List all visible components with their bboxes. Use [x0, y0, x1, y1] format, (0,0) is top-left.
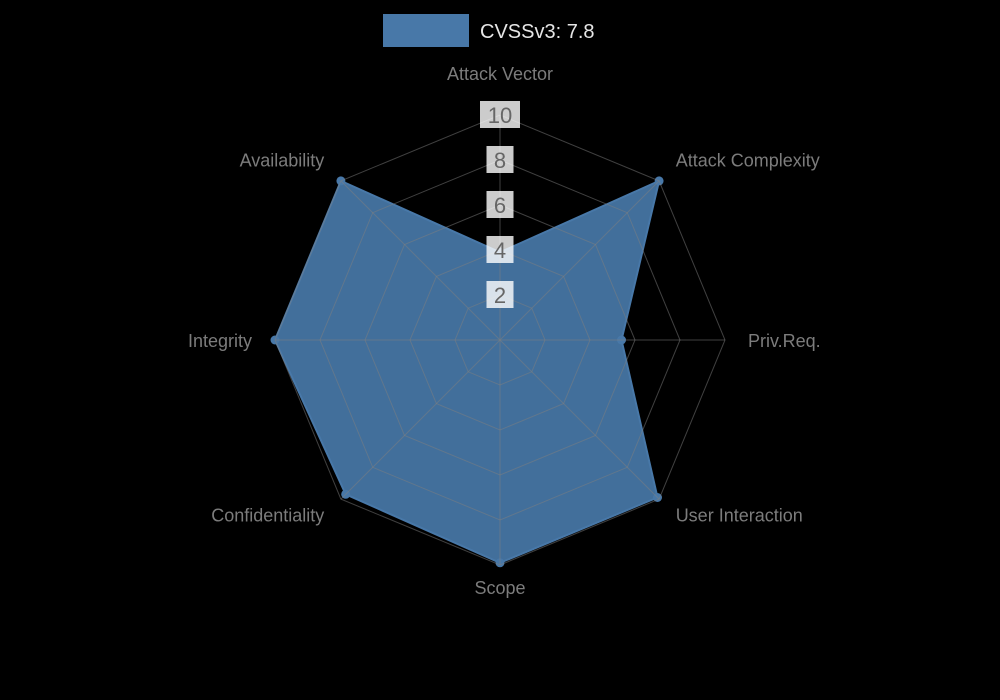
- grid-spoke: [499, 339, 660, 500]
- axis-label-availability: Availability: [240, 150, 325, 170]
- tick-label-box: [486, 191, 514, 218]
- radar-ticks: 10 8 6 4 2: [480, 101, 520, 308]
- chart-legend: CVSSv3: 7.8: [383, 14, 595, 47]
- grid-spoke: [340, 180, 501, 341]
- axis-label-priv-req: Priv.Req.: [748, 331, 821, 351]
- axis-label-attack-vector: Attack Vector: [447, 64, 553, 84]
- grid-spoke: [340, 339, 501, 500]
- tick-label: 10: [488, 103, 512, 128]
- tick-label-box: [486, 236, 514, 263]
- tick-label: 2: [494, 283, 506, 308]
- radar-axis-labels: Attack Vector Attack Complexity Priv.Req. U…: [188, 64, 821, 598]
- tick-label: 4: [494, 238, 506, 263]
- axis-label-integrity: Integrity: [188, 331, 252, 351]
- tick-label: 6: [494, 193, 506, 218]
- tick-label-box: [486, 146, 514, 173]
- axis-label-scope: Scope: [474, 578, 525, 598]
- tick-label: 8: [494, 148, 506, 173]
- axis-label-user-interaction: User Interaction: [676, 506, 803, 526]
- legend-swatch: [383, 14, 469, 47]
- tick-label-box: [480, 101, 520, 128]
- axis-label-confidentiality: Confidentiality: [211, 506, 324, 526]
- axis-label-attack-complexity: Attack Complexity: [676, 150, 820, 170]
- radar-grid: [274, 114, 726, 566]
- tick-label-box: [486, 281, 514, 308]
- grid-spoke: [499, 180, 660, 341]
- legend-label: CVSSv3: 7.8: [480, 21, 595, 43]
